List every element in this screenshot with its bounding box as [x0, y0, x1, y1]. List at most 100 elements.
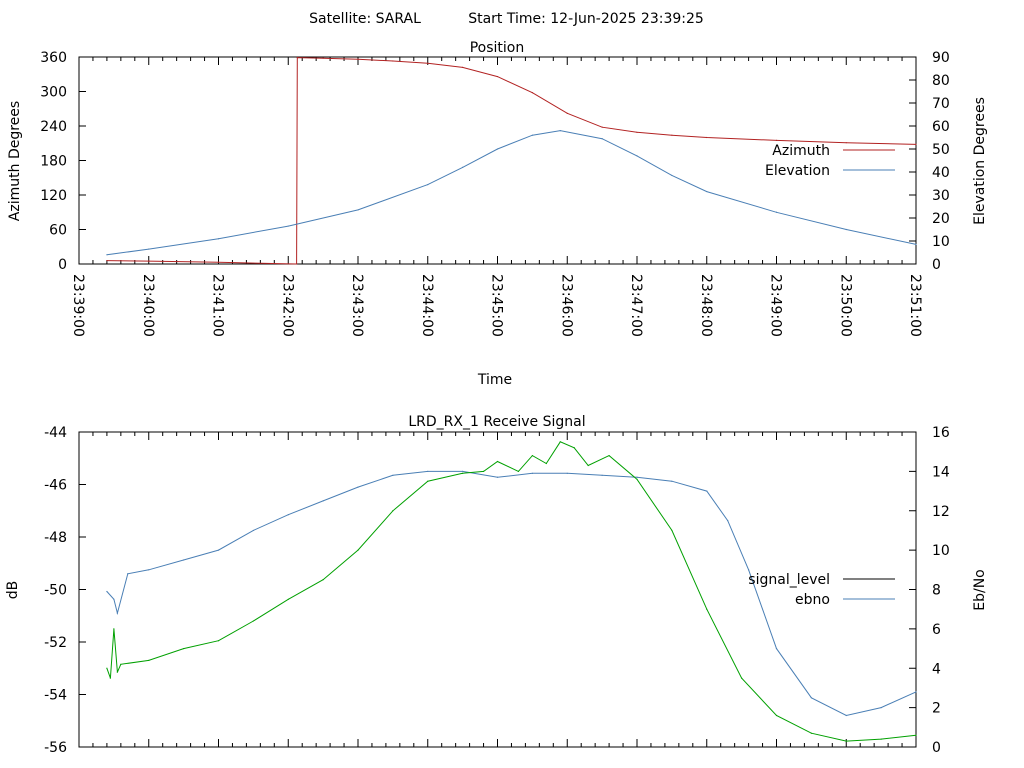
receive-ytick-label--50: -50 — [44, 583, 67, 599]
position-y2tick-label-0: 0 — [932, 257, 941, 273]
position-series-Azimuth — [106, 57, 917, 265]
legend-ebno-label: ebno — [795, 592, 830, 608]
receive-point-line-2 — [109, 677, 111, 679]
receive-point-line-2 — [106, 667, 108, 669]
receive-signal-chart-title: LRD_RX_1 Receive Signal — [408, 414, 585, 430]
receive-series-ebno — [106, 470, 917, 717]
position-point-Elevation — [531, 134, 533, 136]
position-point-Elevation — [106, 254, 108, 256]
receive-signal-chart: LRD_RX_1 Receive Signal -44-46-48-50-52-… — [5, 414, 988, 756]
ebno-axis-label: Eb/No — [972, 569, 988, 611]
receive-point-ebno — [252, 529, 254, 532]
position-point-Elevation — [636, 155, 638, 157]
receive-y2tick-label-8: 8 — [932, 583, 941, 599]
receive-point-line-2 — [392, 510, 394, 512]
position-point-Azimuth — [636, 131, 638, 133]
receive-point-line-2 — [587, 464, 589, 467]
position-xtick-label-23-43-00: 23:43:00 — [349, 274, 365, 337]
elevation-axis-label: Elevation Degrees — [972, 97, 988, 225]
position-point-Azimuth — [322, 57, 324, 59]
receive-point-line-2 — [120, 663, 122, 665]
receive-point-ebno — [183, 559, 185, 561]
receive-point-line-2 — [517, 470, 520, 472]
receive-y2tick-label-2: 2 — [932, 701, 941, 717]
position-point-Azimuth — [706, 136, 708, 139]
position-point-Azimuth — [915, 143, 917, 145]
legend-signal-level-label: signal_level — [748, 572, 830, 588]
receive-point-ebno — [775, 647, 778, 650]
receive-point-ebno — [845, 714, 847, 717]
azimuth-axis-label: Azimuth Degrees — [7, 101, 23, 221]
position-y2tick-label-20: 20 — [932, 211, 950, 227]
receive-point-line-2 — [845, 740, 847, 742]
receive-point-ebno — [671, 480, 673, 482]
position-point-Elevation — [706, 190, 708, 193]
position-point-Azimuth — [148, 260, 150, 262]
position-point-Elevation — [462, 166, 464, 168]
position-ytick-label-240: 240 — [40, 119, 67, 135]
position-point-Azimuth — [775, 139, 778, 141]
position-point-Azimuth — [462, 66, 464, 68]
receive-point-line-2 — [462, 472, 464, 474]
receive-y2tick-label-6: 6 — [932, 622, 941, 638]
receive-point-line-2 — [531, 455, 533, 457]
receive-point-line-2 — [357, 549, 359, 551]
position-ytick-label-60: 60 — [49, 223, 67, 239]
position-point-Azimuth — [671, 134, 673, 136]
position-y2tick-label-60: 60 — [932, 119, 950, 135]
position-xtick-label-23-39-00: 23:39:00 — [70, 274, 86, 337]
position-ytick-label-180: 180 — [40, 154, 67, 170]
receive-point-line-2 — [545, 462, 547, 465]
position-y2tick-label-90: 90 — [932, 50, 950, 66]
receive-point-line-2 — [608, 455, 610, 457]
receive-point-line-2 — [915, 734, 917, 736]
receive-ytick-label--56: -56 — [44, 740, 67, 756]
position-y2tick-label-50: 50 — [932, 142, 950, 158]
receive-y2tick-label-10: 10 — [932, 543, 950, 559]
receive-point-ebno — [880, 707, 882, 709]
receive-point-ebno — [601, 474, 603, 476]
receive-point-ebno — [636, 476, 638, 478]
receive-point-line-2 — [148, 659, 150, 661]
position-point-Elevation — [427, 184, 429, 186]
time-axis-label: Time — [477, 372, 512, 388]
receive-point-ebno — [113, 598, 115, 600]
receive-point-ebno — [287, 514, 289, 516]
receive-point-line-2 — [252, 620, 254, 622]
receive-y2tick-label-0: 0 — [932, 740, 941, 756]
position-series — [106, 56, 917, 265]
position-point-Elevation — [217, 238, 220, 240]
receive-point-line-2 — [482, 470, 485, 472]
position-point-Elevation — [287, 225, 289, 227]
position-point-Elevation — [671, 174, 673, 177]
receive-point-line-2 — [183, 647, 185, 650]
receive-ytick-label--46: -46 — [44, 478, 67, 494]
receive-point-line-2 — [427, 480, 429, 482]
satellite-label: Satellite: SARAL — [309, 11, 421, 27]
receive-ytick-label--44: -44 — [44, 425, 67, 441]
receive-point-line-2 — [287, 598, 289, 600]
position-xtick-label-23-45-00: 23:45:00 — [489, 274, 505, 337]
position-chart-title: Position — [470, 40, 525, 56]
position-point-Azimuth — [531, 92, 533, 94]
position-ytick-label-120: 120 — [40, 188, 67, 204]
position-point-Elevation — [559, 130, 561, 132]
receive-point-line-2 — [559, 441, 561, 443]
receive-point-ebno — [727, 519, 729, 522]
position-y2tick-label-80: 80 — [932, 73, 950, 89]
receive-point-ebno — [462, 470, 464, 472]
legend-elevation-label: Elevation — [765, 163, 830, 179]
receive-point-ebno — [915, 691, 917, 693]
receive-point-line-2 — [810, 732, 812, 734]
receive-y2tick-label-12: 12 — [932, 504, 950, 520]
position-chart: Position 0 60 120 180 240 300 360 0 10 20 30 40 50 60… — [7, 40, 988, 388]
start-time-label: Start Time: 12-Jun-2025 23:39:25 — [468, 11, 704, 27]
position-point-Azimuth — [601, 126, 603, 128]
receive-plot-frame — [78, 431, 917, 748]
position-ytick-label-360: 360 — [40, 50, 67, 66]
position-point-Elevation — [357, 209, 359, 211]
receive-ticks: -44 -46 -48 -50 -52 -54 -56 0 2 4 6 8 10 12 14 16 — [44, 425, 950, 756]
position-xtick-label-23-50-00: 23:50:00 — [837, 274, 853, 337]
position-ytick-label-300: 300 — [40, 85, 67, 101]
